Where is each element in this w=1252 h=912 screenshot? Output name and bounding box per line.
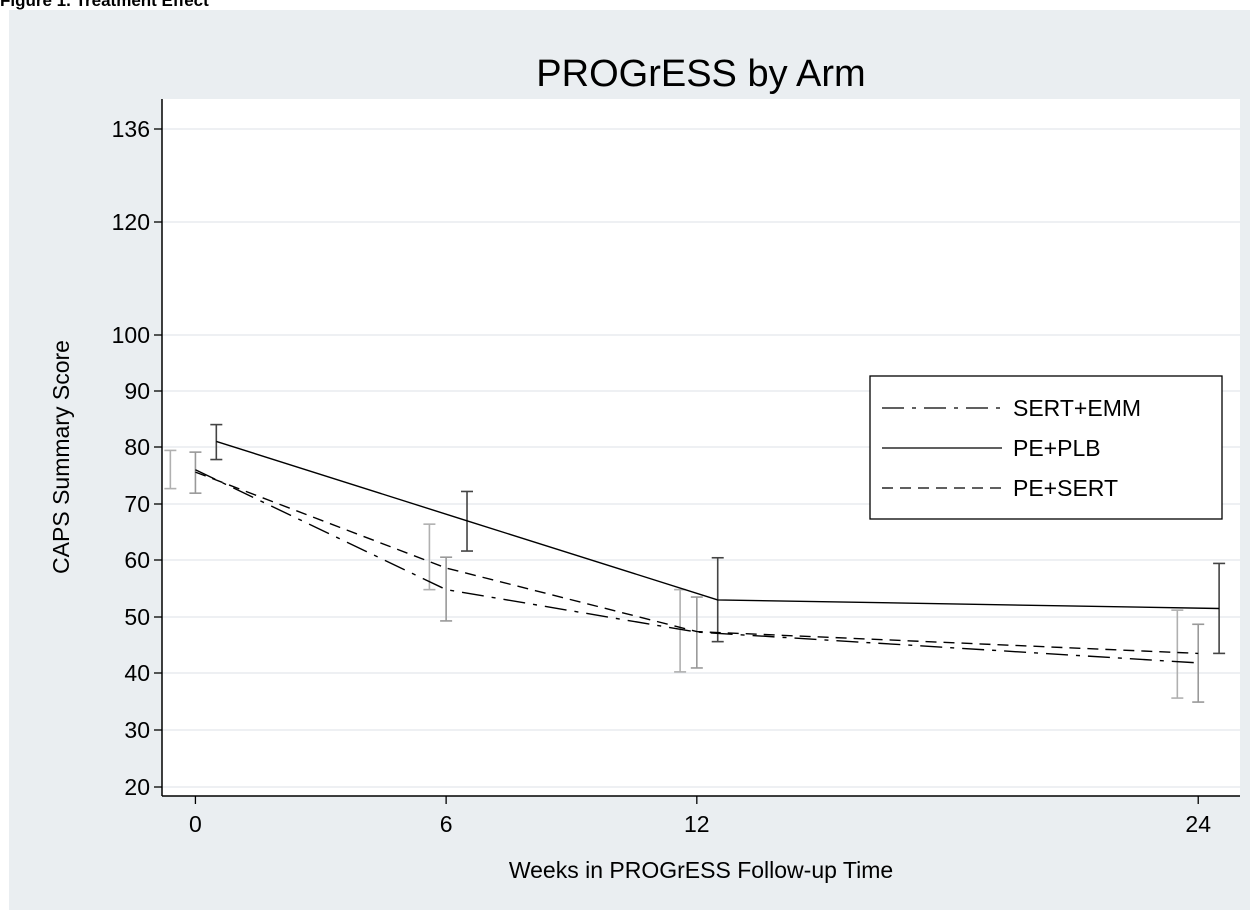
y-tick-label: 20 <box>124 774 150 800</box>
error-bar <box>1192 623 1205 703</box>
y-tick-label: 90 <box>124 378 150 404</box>
legend-label-pe-sert: PE+SERT <box>1013 475 1118 501</box>
error-bar <box>164 449 177 490</box>
x-axis-label: Weeks in PROGrESS Follow-up Time <box>509 857 893 883</box>
legend-entry-sert-emm: SERT+EMM <box>882 395 1141 421</box>
y-tick-label: 80 <box>124 434 150 460</box>
y-tick-label: 70 <box>124 491 150 517</box>
error-bar <box>423 523 436 591</box>
error-bar <box>1171 609 1184 699</box>
chart-title: PROGrESS by Arm <box>536 53 865 95</box>
legend: SERT+EMM PE+PLB PE+SERT <box>869 375 1223 520</box>
legend-label-sert-emm: SERT+EMM <box>1013 395 1141 421</box>
y-tick-label: 40 <box>124 660 150 686</box>
error-bar <box>690 596 703 669</box>
x-tick-label: 12 <box>684 811 710 837</box>
x-tick-label: 24 <box>1185 811 1211 837</box>
series-line-pe-sert <box>195 471 1199 655</box>
legend-entry-pe-plb: PE+PLB <box>882 435 1101 461</box>
y-tick-label: 100 <box>112 322 150 348</box>
chart-svg: 20 30 40 50 60 70 80 90 100 120 136 0 6 12 24 PROGrESS… <box>48 53 1240 883</box>
tick-labels: 20 30 40 50 60 70 80 90 100 120 136 0 6 12 24 <box>112 116 1212 837</box>
error-bar <box>440 556 453 622</box>
series-line-pe-plb <box>216 440 1220 610</box>
x-tick-label: 6 <box>440 811 453 837</box>
legend-label-pe-plb: PE+PLB <box>1013 435 1101 461</box>
series-line-sert-emm <box>195 469 1199 664</box>
error-bar <box>1213 562 1226 655</box>
legend-entry-pe-sert: PE+SERT <box>882 475 1118 501</box>
y-tick-label: 136 <box>112 116 150 142</box>
chart-figure: 20 30 40 50 60 70 80 90 100 120 136 0 6 12 24 PROGrESS… <box>9 10 1250 910</box>
y-tick-label: 60 <box>124 547 150 573</box>
y-axis-label: CAPS Summary Score <box>48 340 74 574</box>
y-tick-label: 30 <box>124 717 150 743</box>
x-tick-label: 0 <box>189 811 202 837</box>
y-tick-label: 50 <box>124 604 150 630</box>
data-series <box>164 423 1226 703</box>
document-heading: Figure 1. Treatment Effect <box>0 0 209 10</box>
y-tick-label: 120 <box>112 209 150 235</box>
